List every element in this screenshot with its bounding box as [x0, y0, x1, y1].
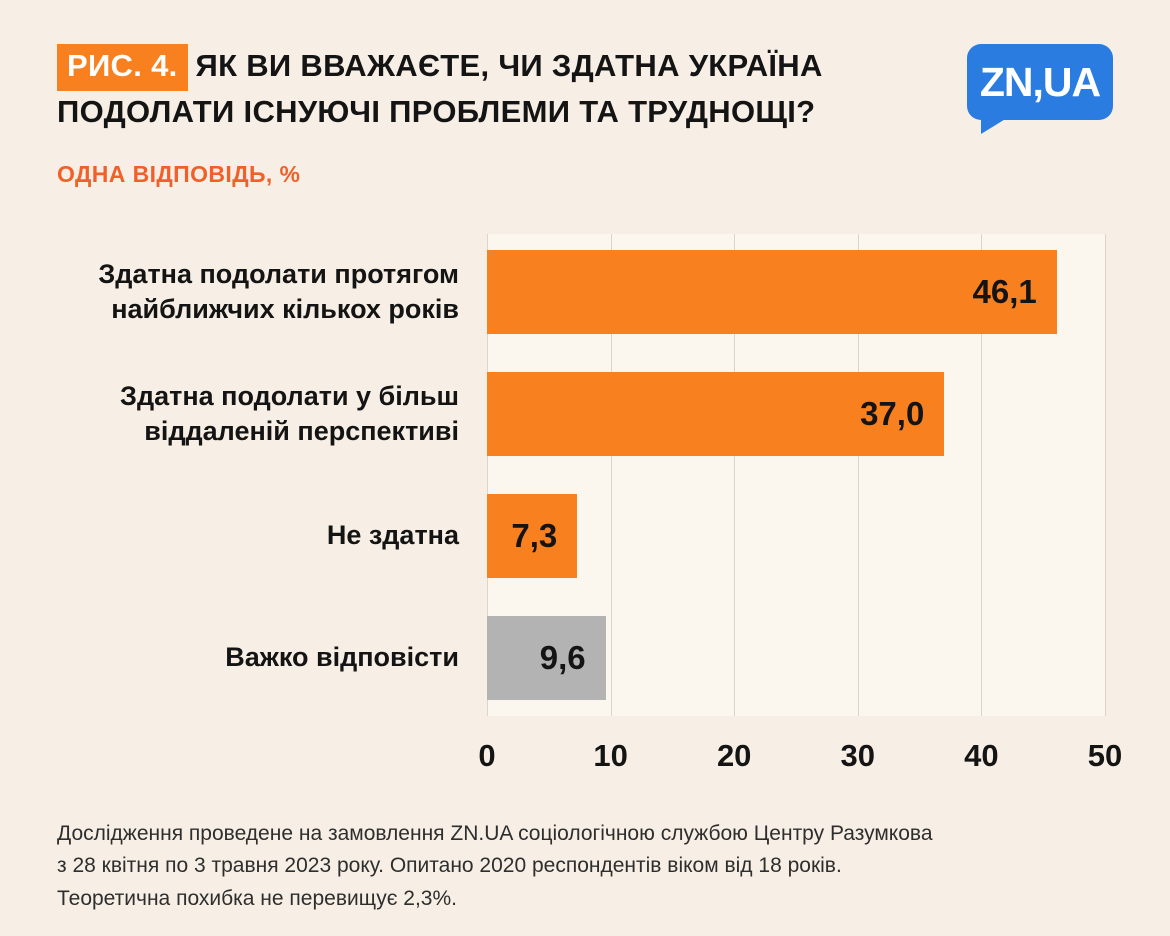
bar-chart: Здатна подолати протягом найближчих кіль…	[57, 233, 1122, 784]
bar-track: 7,3	[487, 493, 1105, 578]
value-label: 46,1	[972, 272, 1037, 310]
x-axis: 0 10 20 30 40 50	[478, 726, 1122, 784]
gridline	[734, 233, 736, 716]
footnote-line: Дослідження проведене на замовлення ZN.U…	[57, 821, 933, 845]
znua-logo-text: ZN,UA	[979, 58, 1101, 105]
bar-track: 37,0	[487, 371, 1105, 456]
category-label: Важко відповісти	[225, 642, 459, 673]
znua-logo: ZN,UA	[967, 44, 1113, 120]
gridline	[857, 233, 859, 716]
bar-row: Важко відповісти 9,6	[57, 615, 1105, 700]
bar-track: 9,6	[487, 615, 1105, 700]
header: РИС. 4. ЯК ВИ ВВАЖАЄТЕ, ЧИ ЗДАТНА УКРАЇНА…	[0, 0, 1170, 134]
x-tick-label: 50	[1087, 737, 1123, 773]
bar: 9,6	[487, 615, 606, 700]
bar-row: Здатна подолати у більш віддаленій персп…	[57, 371, 1105, 456]
category-label: Здатна подолати протягом найближчих кіль…	[98, 258, 459, 324]
bar-row: Здатна подолати протягом найближчих кіль…	[57, 249, 1105, 334]
gridline	[1105, 233, 1106, 716]
x-tick-label: 10	[593, 737, 628, 773]
category-label: Здатна подолати у більш віддаленій персп…	[120, 380, 459, 446]
bar-row: Не здатна 7,3	[57, 493, 1105, 578]
chart-title: РИС. 4. ЯК ВИ ВВАЖАЄТЕ, ЧИ ЗДАТНА УКРАЇНА…	[57, 44, 937, 134]
value-label: 7,3	[511, 516, 558, 554]
bar-track: 46,1	[487, 249, 1105, 334]
gridline	[981, 233, 983, 716]
x-tick-label: 30	[840, 737, 876, 773]
gridline	[610, 233, 612, 716]
footnote-line: Теоретична похибка не перевищує 2,3%.	[57, 886, 457, 910]
x-tick-label: 20	[716, 737, 752, 773]
category-label: Не здатна	[326, 520, 459, 551]
gridline	[487, 233, 488, 716]
bar: 7,3	[487, 493, 578, 578]
value-label: 37,0	[860, 394, 925, 432]
x-tick-label: 0	[478, 737, 496, 773]
x-tick-label: 40	[964, 737, 999, 773]
chart-title-text: ЯК ВИ ВВАЖАЄТЕ, ЧИ ЗДАТНА УКРАЇНА ПОДОЛА…	[57, 48, 823, 129]
bar: 37,0	[487, 371, 945, 456]
chart-rows: Здатна подолати протягом найближчих кіль…	[57, 234, 1105, 716]
footnote-line: з 28 квітня по 3 травня 2023 року. Опита…	[57, 854, 842, 878]
value-label: 9,6	[539, 638, 586, 676]
footnote: Дослідження проведене на замовлення ZN.U…	[57, 818, 1113, 916]
chart-subtitle: ОДНА ВІДПОВІДЬ, %	[57, 160, 301, 187]
figure-number-badge: РИС. 4.	[57, 44, 188, 91]
bar: 46,1	[487, 249, 1057, 334]
